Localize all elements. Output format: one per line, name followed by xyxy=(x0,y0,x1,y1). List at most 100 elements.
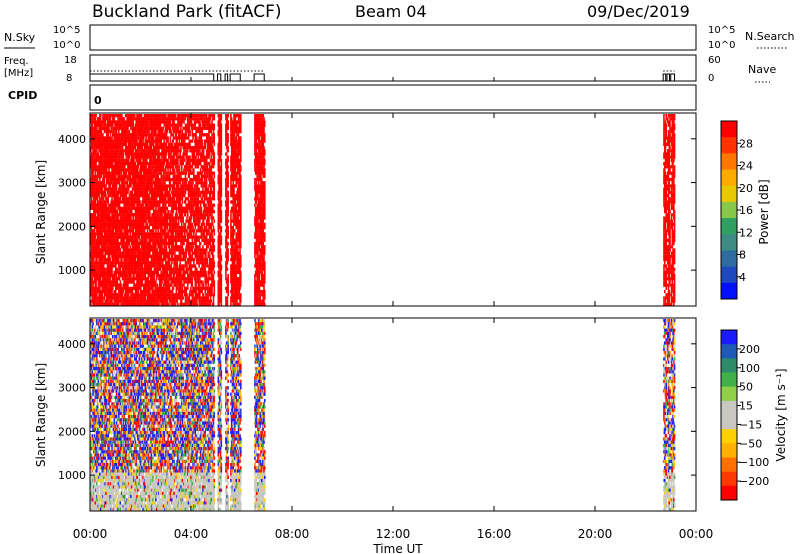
power-cell xyxy=(109,226,112,230)
power-cell xyxy=(104,120,106,124)
power-cell xyxy=(155,114,158,118)
power-cell xyxy=(152,123,155,127)
power-cell xyxy=(170,274,172,278)
power-cell xyxy=(136,286,139,290)
power-cell xyxy=(170,152,172,156)
power-cell xyxy=(95,114,97,118)
power-cell xyxy=(102,242,105,246)
power-cell xyxy=(102,261,105,265)
power-cell xyxy=(108,277,110,281)
power-cell xyxy=(148,283,150,287)
power-cell xyxy=(92,174,94,178)
power-cell xyxy=(96,197,99,201)
power-cell xyxy=(139,270,142,274)
power-cell xyxy=(102,286,104,290)
power-cell xyxy=(147,120,150,124)
power-cell xyxy=(111,248,114,252)
power-cell xyxy=(127,133,130,137)
power-cell xyxy=(171,158,173,162)
power-cell xyxy=(128,136,131,140)
power-cell xyxy=(161,181,163,185)
power-cell xyxy=(108,190,110,194)
power-cell xyxy=(171,142,174,146)
power-cell xyxy=(123,232,125,236)
power-cell xyxy=(120,171,122,175)
power-cell xyxy=(163,184,166,188)
power-cell xyxy=(91,251,94,255)
power-cell xyxy=(161,200,163,204)
power-cell xyxy=(170,264,172,268)
power-cell xyxy=(107,142,110,146)
power-cell xyxy=(152,235,155,239)
power-cell xyxy=(114,274,116,278)
power-cell xyxy=(157,174,160,178)
power-cell xyxy=(90,270,92,274)
power-cell xyxy=(122,126,125,130)
power-cell xyxy=(124,293,127,297)
power-cell xyxy=(93,242,96,246)
power-cell xyxy=(115,232,118,236)
power-cell xyxy=(118,155,121,159)
power-cell xyxy=(99,210,101,214)
power-cell xyxy=(158,149,160,153)
power-cell xyxy=(133,152,136,156)
power-cell xyxy=(143,181,146,185)
power-cell xyxy=(107,133,110,137)
power-cell xyxy=(92,213,94,217)
power-cell xyxy=(111,162,114,166)
power-cell xyxy=(133,277,136,281)
power-cell xyxy=(125,139,128,143)
power-cell xyxy=(134,251,137,255)
power-cell xyxy=(94,152,97,156)
power-cell xyxy=(119,296,122,300)
power-cell xyxy=(159,123,162,127)
power-cell xyxy=(125,174,128,178)
power-cell xyxy=(122,267,125,271)
power-cell xyxy=(111,136,113,140)
power-cell xyxy=(94,270,97,274)
power-cell xyxy=(110,219,113,223)
power-cell xyxy=(149,235,151,239)
power-cell xyxy=(96,184,98,188)
power-cell xyxy=(108,290,111,294)
power-cell xyxy=(142,203,144,207)
power-cell xyxy=(135,197,138,201)
power-cell xyxy=(106,232,109,236)
power-cell xyxy=(163,258,166,262)
power-cell xyxy=(131,142,134,146)
power-cell xyxy=(90,264,92,268)
power-cell xyxy=(125,130,128,134)
power-cell xyxy=(150,171,153,175)
power-cell xyxy=(124,178,126,182)
power-cell xyxy=(129,245,131,249)
power-cell xyxy=(163,206,166,210)
power-cell xyxy=(168,184,170,188)
power-cell xyxy=(124,213,126,217)
power-cell xyxy=(124,277,127,281)
power-cell xyxy=(141,146,144,150)
power-cell xyxy=(146,286,148,290)
power-cell xyxy=(150,168,153,172)
power-cell xyxy=(118,290,120,294)
power-cell xyxy=(105,213,108,217)
power-cell xyxy=(136,267,138,271)
power-cell xyxy=(146,235,148,239)
power-cell xyxy=(92,117,94,121)
power-cell xyxy=(155,258,158,262)
power-cell xyxy=(160,254,163,258)
power-cell xyxy=(170,130,172,134)
power-cell xyxy=(105,168,108,172)
power-cell xyxy=(102,158,105,162)
power-cell xyxy=(166,267,169,271)
power-cell xyxy=(95,232,97,236)
power-cell xyxy=(95,280,97,284)
power-cell xyxy=(127,296,129,300)
power-cell xyxy=(166,235,169,239)
power-cell xyxy=(155,229,157,233)
power-cell xyxy=(97,213,100,217)
power-cell xyxy=(108,206,110,210)
power-cell xyxy=(123,258,125,262)
power-cell xyxy=(139,120,142,124)
power-cell xyxy=(156,264,159,268)
power-cell xyxy=(118,232,120,236)
